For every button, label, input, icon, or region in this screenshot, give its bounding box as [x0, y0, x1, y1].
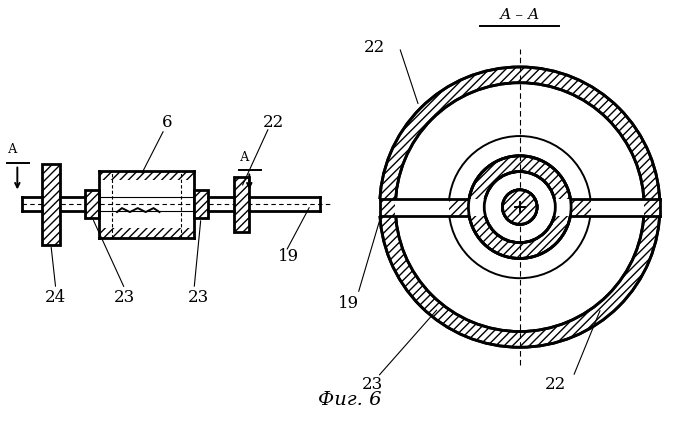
Bar — [99, 171, 194, 181]
Bar — [194, 191, 208, 218]
Circle shape — [503, 190, 537, 224]
Bar — [42, 164, 60, 245]
Text: 22: 22 — [262, 114, 284, 131]
Text: А: А — [240, 151, 249, 164]
Circle shape — [503, 190, 537, 224]
Text: А – А: А – А — [500, 8, 540, 22]
Bar — [194, 191, 208, 218]
Bar — [360, 199, 679, 216]
Bar — [644, 199, 660, 216]
Text: 23: 23 — [187, 289, 208, 306]
Bar — [380, 199, 396, 216]
Bar — [233, 177, 250, 232]
Bar — [571, 199, 591, 216]
Text: 22: 22 — [545, 376, 566, 393]
Text: 6: 6 — [162, 114, 173, 131]
Text: 19: 19 — [338, 295, 359, 312]
Text: 23: 23 — [115, 289, 136, 306]
Bar — [449, 199, 468, 216]
Bar — [42, 164, 60, 245]
Text: 22: 22 — [363, 39, 385, 56]
Bar — [99, 228, 194, 238]
Text: Фиг. 6: Фиг. 6 — [318, 391, 382, 409]
Bar — [85, 191, 99, 218]
Text: 24: 24 — [45, 289, 66, 306]
Text: 23: 23 — [362, 376, 383, 393]
Text: 19: 19 — [278, 248, 299, 265]
Bar — [233, 177, 250, 232]
Text: А: А — [8, 143, 17, 156]
Bar — [85, 191, 99, 218]
